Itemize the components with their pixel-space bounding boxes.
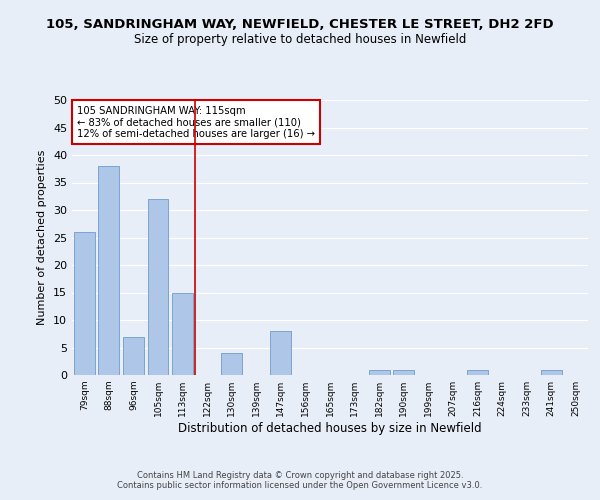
Bar — [393, 370, 414, 375]
Text: Contains HM Land Registry data © Crown copyright and database right 2025.
Contai: Contains HM Land Registry data © Crown c… — [118, 470, 482, 490]
Bar — [172, 292, 193, 375]
Y-axis label: Number of detached properties: Number of detached properties — [37, 150, 47, 325]
Text: Size of property relative to detached houses in Newfield: Size of property relative to detached ho… — [134, 32, 466, 46]
Bar — [148, 199, 169, 375]
Bar — [368, 370, 389, 375]
Bar — [541, 370, 562, 375]
Bar — [123, 336, 144, 375]
Bar — [221, 353, 242, 375]
Bar — [98, 166, 119, 375]
Bar — [74, 232, 95, 375]
X-axis label: Distribution of detached houses by size in Newfield: Distribution of detached houses by size … — [178, 422, 482, 435]
Bar — [467, 370, 488, 375]
Text: 105, SANDRINGHAM WAY, NEWFIELD, CHESTER LE STREET, DH2 2FD: 105, SANDRINGHAM WAY, NEWFIELD, CHESTER … — [46, 18, 554, 30]
Bar — [271, 331, 292, 375]
Text: 105 SANDRINGHAM WAY: 115sqm
← 83% of detached houses are smaller (110)
12% of se: 105 SANDRINGHAM WAY: 115sqm ← 83% of det… — [77, 106, 315, 138]
